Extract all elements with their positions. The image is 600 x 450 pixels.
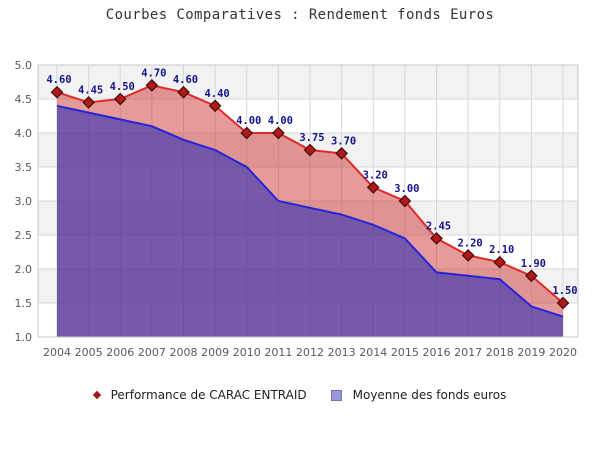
data-point-marker — [272, 126, 285, 140]
comparison-chart: 4.60 4.45 4.50 4.70 4.60 4.40 4.00 4.00 3.75 3.70… — [15, 59, 579, 359]
x-axis-tick-label: 2012 — [296, 346, 324, 359]
legend-item-average: Moyenne des fonds euros — [330, 388, 507, 402]
x-axis-tick-label: 2014 — [359, 346, 387, 359]
data-point-marker — [303, 143, 317, 157]
data-point-label: 4.45 — [78, 84, 103, 96]
data-point-label: 4.70 — [141, 67, 166, 79]
x-axis-tick-label: 2020 — [549, 346, 577, 359]
data-point-marker — [493, 255, 507, 269]
x-axis-tick-label: 2006 — [106, 346, 134, 359]
x-axis-tick-label: 2018 — [486, 346, 514, 359]
average-line — [56, 104, 564, 318]
data-point-marker — [398, 194, 412, 208]
x-axis-tick-label: 2007 — [138, 346, 166, 359]
data-point-label: 3.75 — [299, 132, 324, 144]
data-point-marker — [556, 296, 570, 310]
x-axis-tick-label: 2010 — [233, 346, 261, 359]
data-point-label: 4.40 — [204, 88, 229, 100]
data-point-label: 2.10 — [489, 244, 514, 256]
diamond-icon — [92, 390, 101, 400]
data-point-label: 4.60 — [46, 74, 71, 86]
x-axis-tick-label: 2017 — [454, 346, 482, 359]
chart-legend: Performance de CARAC ENTRAID Moyenne des… — [0, 388, 600, 402]
data-point-label: 1.90 — [521, 258, 546, 270]
performance-area — [57, 85, 563, 317]
y-axis-tick-label: 2.5 — [15, 229, 33, 242]
grid-band — [38, 65, 578, 99]
y-axis-tick-label: 1.0 — [15, 331, 33, 344]
data-point-marker — [430, 232, 443, 245]
x-axis-tick-label: 2005 — [75, 346, 103, 359]
square-icon — [330, 389, 342, 401]
y-axis-tick-label: 5.0 — [15, 59, 33, 72]
legend-label-performance: Performance de CARAC ENTRAID — [110, 388, 307, 402]
data-point-label: 3.00 — [394, 183, 419, 195]
data-point-label: 4.00 — [236, 115, 261, 127]
data-point-label: 2.45 — [426, 220, 451, 232]
data-point-marker — [177, 85, 190, 99]
data-point-marker — [335, 147, 348, 160]
y-axis-tick-label: 3.5 — [15, 161, 33, 174]
data-point-label: 4.50 — [110, 81, 135, 93]
data-point-label: 4.60 — [173, 74, 198, 86]
data-point-marker — [208, 99, 222, 113]
data-point-marker — [50, 85, 64, 99]
data-point-marker — [240, 126, 254, 140]
x-axis-tick-label: 2016 — [423, 346, 451, 359]
plot-border — [37, 64, 579, 338]
data-point-label: 4.00 — [268, 115, 293, 127]
x-axis-tick-label: 2009 — [201, 346, 229, 359]
legend-label-average: Moyenne des fonds euros — [352, 388, 507, 402]
data-point-marker — [461, 249, 475, 262]
y-axis-tick-label: 4.0 — [15, 127, 33, 140]
x-axis-tick-label: 2019 — [517, 346, 545, 359]
y-axis-tick-label: 4.5 — [15, 93, 33, 106]
data-point-label: 3.20 — [363, 169, 388, 181]
x-axis-tick-label: 2008 — [170, 346, 198, 359]
data-point-marker — [366, 181, 380, 194]
y-axis-tick-label: 2.0 — [15, 263, 33, 276]
x-axis-tick-label: 2004 — [43, 346, 71, 359]
average-area — [57, 105, 563, 337]
data-point-marker — [145, 79, 159, 92]
data-point-label: 3.70 — [331, 135, 356, 147]
legend-item-performance: Performance de CARAC ENTRAID — [92, 388, 307, 402]
data-point-marker — [113, 92, 127, 106]
data-point-marker — [82, 96, 95, 109]
chart-title: Courbes Comparatives : Rendement fonds E… — [105, 7, 495, 23]
y-axis-tick-label: 1.5 — [15, 297, 33, 310]
data-point-label: 1.50 — [552, 285, 577, 297]
data-point-label: 2.20 — [457, 237, 482, 249]
data-point-marker — [525, 269, 538, 283]
y-axis-tick-label: 3.0 — [15, 195, 33, 208]
x-axis-tick-label: 2013 — [328, 346, 356, 359]
x-axis-tick-label: 2011 — [264, 346, 292, 359]
x-axis-tick-label: 2015 — [391, 346, 419, 359]
